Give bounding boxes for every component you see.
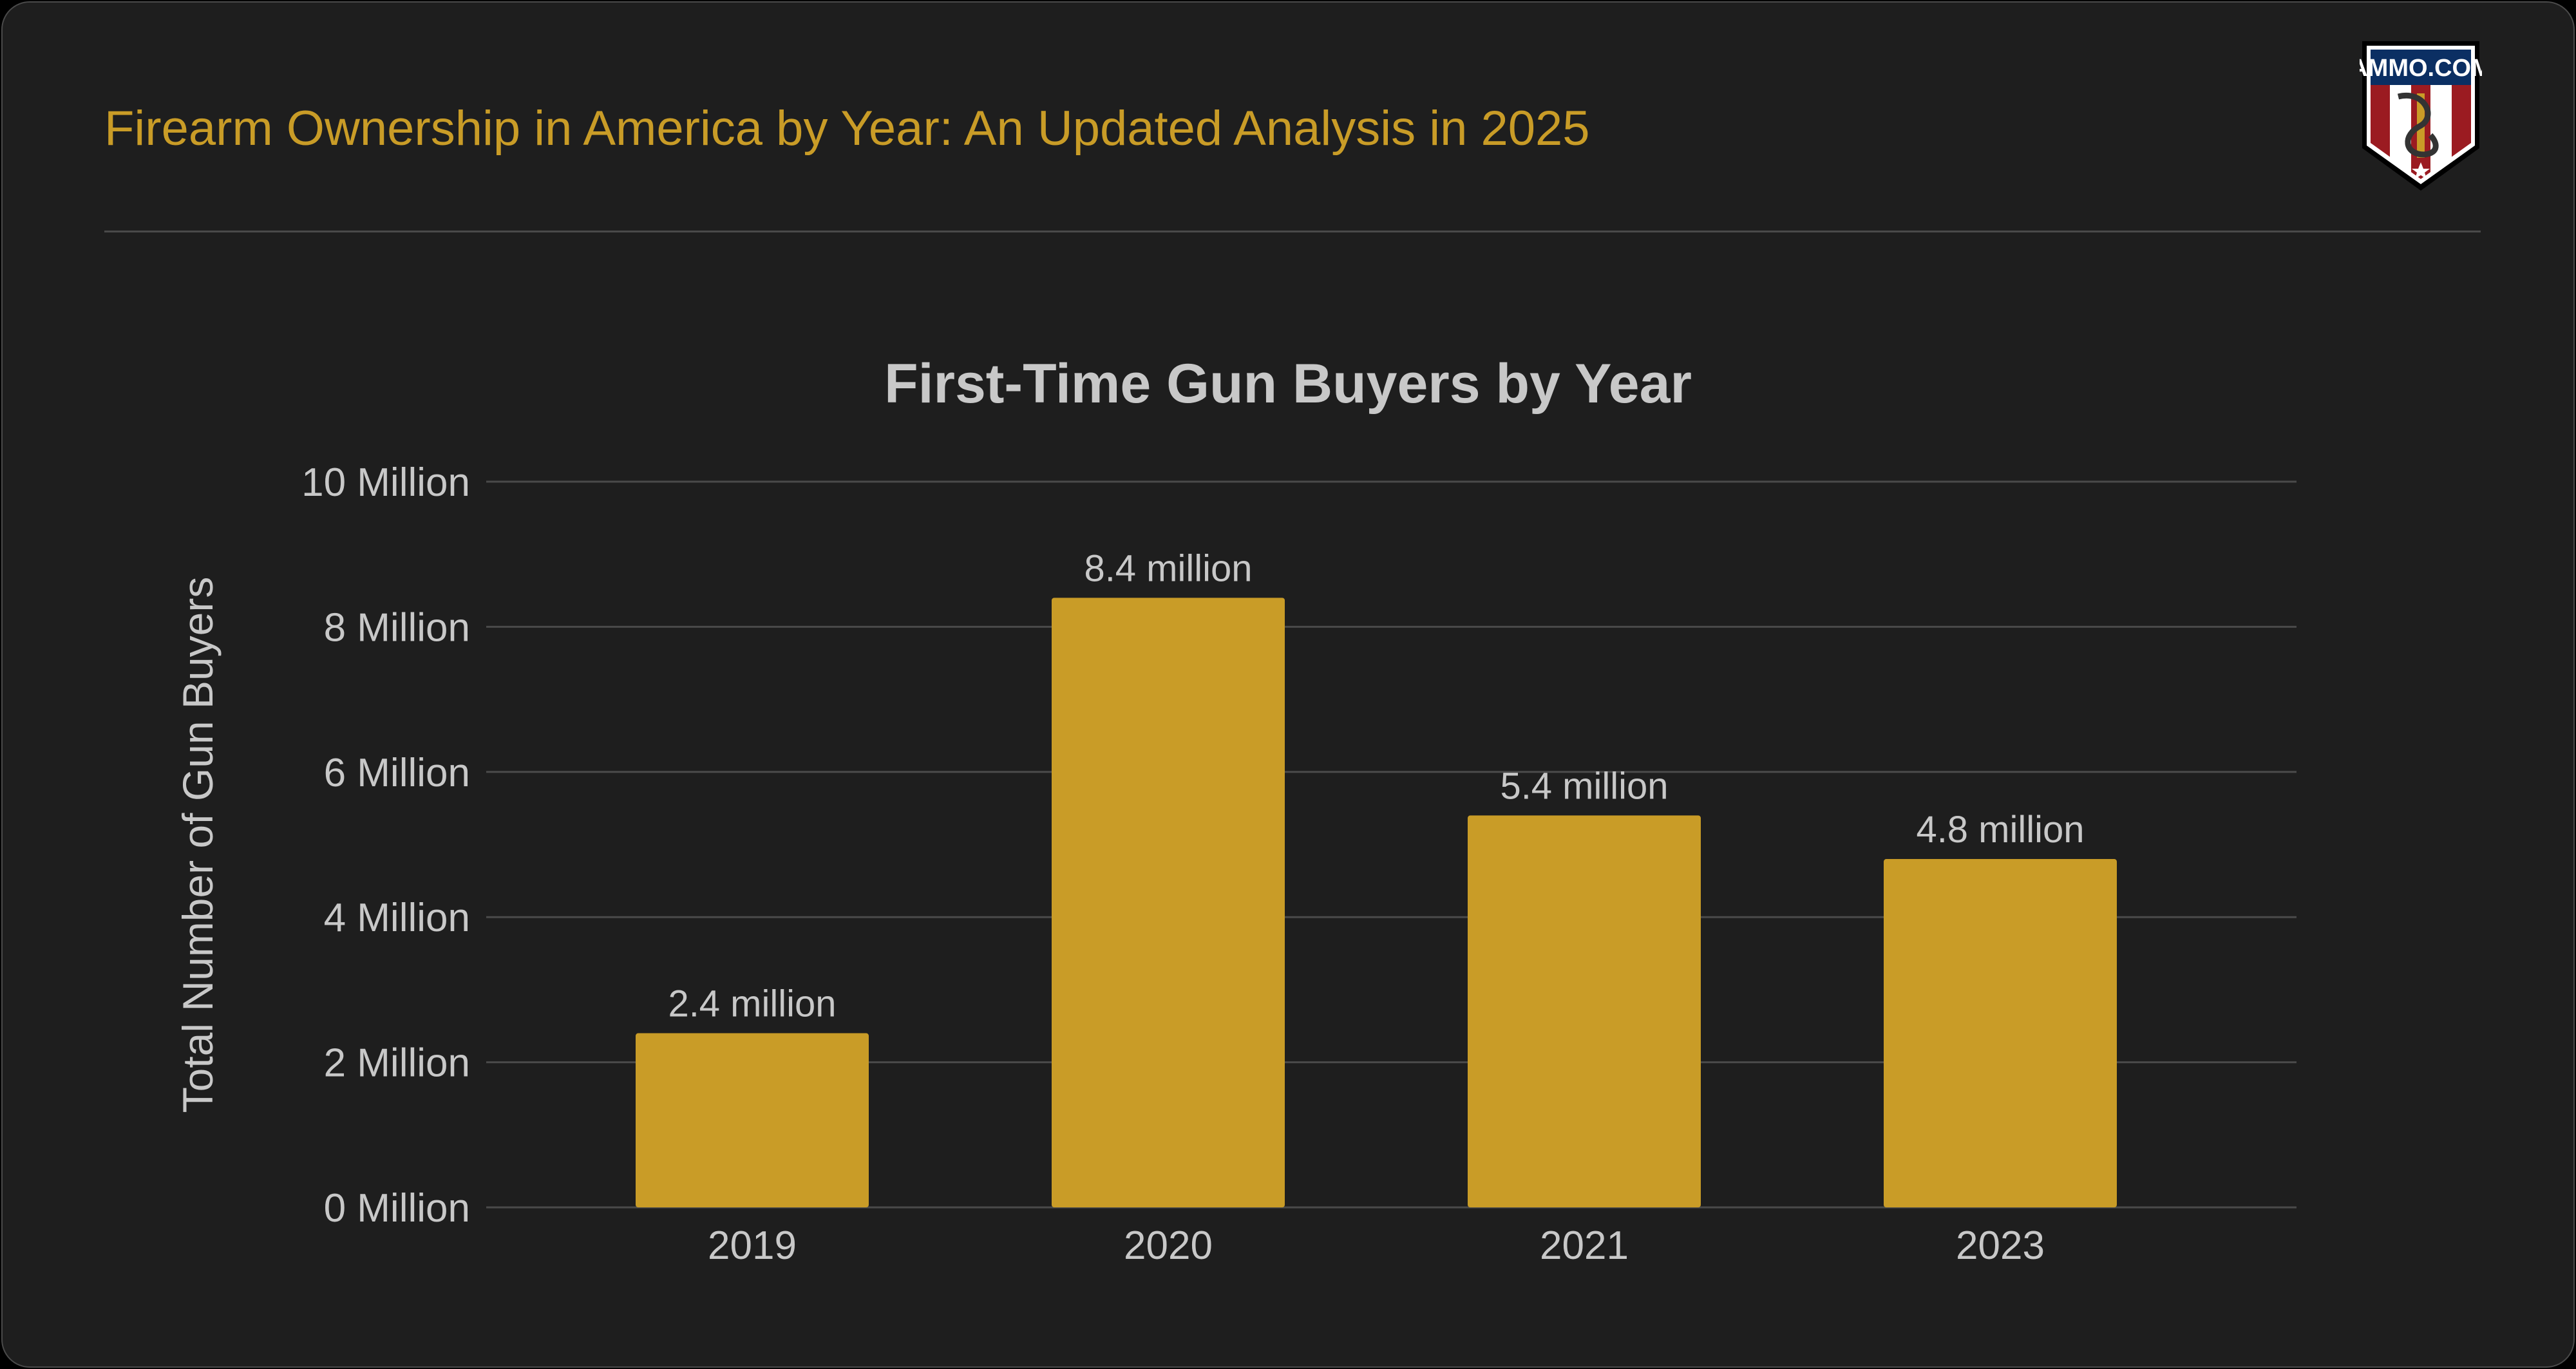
y-tick-label: 2 Million bbox=[324, 1041, 470, 1086]
svg-text:AMMO.COM: AMMO.COM bbox=[2360, 55, 2482, 82]
ammo-com-logo: AMMO.COM bbox=[2360, 41, 2482, 191]
bar-2021 bbox=[1468, 815, 1701, 1207]
x-tick-label: 2019 bbox=[708, 1223, 797, 1268]
y-tick-label: 8 Million bbox=[324, 605, 470, 650]
bar-2019 bbox=[636, 1033, 869, 1207]
bar-2023 bbox=[1884, 859, 2117, 1207]
y-tick-label: 4 Million bbox=[324, 896, 470, 940]
data-label: 4.8 million bbox=[1916, 809, 2084, 851]
chart-title: First-Time Gun Buyers by Year bbox=[884, 353, 1692, 415]
data-label: 8.4 million bbox=[1084, 547, 1252, 589]
data-label: 5.4 million bbox=[1500, 765, 1668, 807]
x-tick-label: 2020 bbox=[1124, 1223, 1213, 1268]
divider bbox=[104, 231, 2481, 232]
y-axis-label: Total Number of Gun Buyers bbox=[174, 577, 222, 1113]
y-tick-label: 0 Million bbox=[324, 1186, 470, 1231]
page-title: Firearm Ownership in America by Year: An… bbox=[104, 101, 1590, 156]
bar-2020 bbox=[1052, 598, 1285, 1207]
x-tick-label: 2023 bbox=[1956, 1223, 2045, 1268]
y-tick-label: 6 Million bbox=[324, 751, 470, 795]
data-label: 2.4 million bbox=[668, 983, 836, 1025]
y-tick-label: 10 Million bbox=[301, 460, 470, 505]
x-tick-label: 2021 bbox=[1540, 1223, 1629, 1268]
